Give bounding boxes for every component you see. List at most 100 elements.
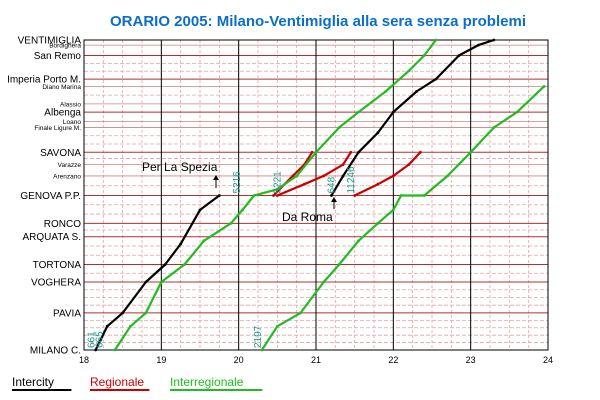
series-point	[337, 126, 341, 129]
x-tick-label: 21	[311, 355, 321, 365]
series-line	[94, 194, 220, 351]
station-label: MILANO C.	[30, 346, 81, 357]
train-number-label: 661	[87, 331, 98, 348]
plot-frame	[83, 39, 549, 351]
station-label: RONCO	[44, 219, 81, 230]
legend-label: Regionale	[90, 375, 144, 389]
annotations: Per La Spezia Da Roma	[142, 160, 337, 224]
series-point	[94, 348, 97, 352]
series-point	[260, 348, 264, 352]
station-label: Finale Ligure M.	[34, 125, 81, 132]
series-point	[303, 182, 306, 186]
series-point	[515, 110, 519, 114]
station-label: Diano Marina	[42, 84, 81, 91]
series-point	[275, 194, 279, 197]
station-label: Arenzano	[53, 173, 81, 180]
series-point	[457, 54, 461, 57]
series-point	[275, 187, 279, 191]
series-point	[310, 150, 314, 154]
station-label: Albenga	[44, 108, 81, 119]
series-point	[415, 90, 418, 93]
series-point	[252, 194, 256, 197]
series-point	[376, 182, 380, 186]
series-point	[299, 311, 302, 315]
series-point	[469, 150, 473, 154]
station-label: SAVONA	[40, 148, 81, 159]
series-point	[407, 69, 411, 73]
series-point	[353, 194, 357, 197]
series-line	[113, 39, 437, 351]
station-label: VOGHERA	[31, 278, 81, 289]
series-point	[434, 38, 438, 42]
annotation-label: Per La Spezia	[142, 160, 218, 174]
station-label: PAVIA	[53, 308, 81, 319]
train-number-label: 5221	[272, 171, 283, 194]
series-point	[446, 174, 449, 178]
series-point	[330, 194, 333, 197]
series-point	[159, 280, 163, 284]
legend-label: Interregionale	[170, 375, 244, 389]
series-point	[422, 54, 426, 57]
series-point	[434, 77, 438, 81]
series-point	[419, 150, 422, 154]
legend-label: Intercity	[12, 375, 54, 389]
series-point	[144, 280, 148, 284]
annotation-arrowhead	[213, 175, 219, 180]
series-point	[376, 131, 380, 135]
station-label: TORTONA	[33, 260, 82, 271]
station-label: Imperia Porto M.	[7, 75, 81, 86]
series-point	[229, 221, 233, 225]
station-label: Alassio	[60, 101, 81, 108]
series-point	[492, 38, 496, 42]
x-tick-label: 19	[156, 355, 166, 365]
series-point	[129, 324, 132, 328]
series-point	[492, 126, 496, 129]
series-point	[341, 174, 345, 178]
train-number-label: 5216	[232, 171, 243, 194]
train-lines	[94, 38, 546, 352]
train-number-label: 665	[94, 331, 105, 348]
series-point	[407, 163, 411, 167]
series-point	[391, 208, 395, 212]
station-label: VENTIMIGLIA	[18, 36, 82, 47]
x-tick-label: 24	[543, 355, 553, 365]
series-point	[105, 324, 109, 328]
series-point	[217, 194, 221, 197]
series-point	[391, 174, 395, 178]
series-point	[357, 110, 360, 114]
legend: Intercity Regionale Interregionale	[12, 375, 263, 391]
series-point	[376, 221, 380, 225]
series-point	[399, 194, 403, 197]
train-number-label: 2197	[253, 325, 264, 348]
series-point	[337, 263, 341, 266]
train-number-label: 11246	[346, 166, 357, 194]
x-axis-ticks: 18 19 20 21 22 23 24	[79, 355, 553, 365]
x-tick-label: 18	[79, 355, 89, 365]
series-point	[384, 90, 387, 93]
series-point	[295, 174, 299, 178]
series-point	[422, 194, 426, 197]
series-point	[542, 84, 546, 88]
station-label: Varazze	[58, 162, 82, 169]
annotation-label: Da Roma	[282, 210, 333, 224]
x-tick-label: 20	[234, 355, 244, 365]
series-point	[241, 208, 244, 212]
series-point	[121, 311, 125, 315]
chart-title: ORARIO 2005: Milano-Ventimiglia alla ser…	[110, 13, 526, 30]
series-point	[357, 239, 360, 243]
train-number-label: 648	[326, 176, 337, 193]
series-point	[477, 43, 480, 47]
series-point	[179, 242, 183, 246]
station-label: GENOVA P.P.	[20, 191, 81, 202]
series-point	[357, 150, 360, 154]
x-tick-label: 23	[466, 355, 476, 365]
series-line	[330, 38, 495, 197]
series-point	[349, 150, 353, 154]
series-point	[322, 174, 326, 178]
series-point	[163, 263, 167, 266]
station-label: ARQUATA S.	[22, 232, 81, 243]
series-point	[275, 324, 279, 328]
series-point	[291, 174, 295, 178]
grid	[83, 39, 549, 351]
